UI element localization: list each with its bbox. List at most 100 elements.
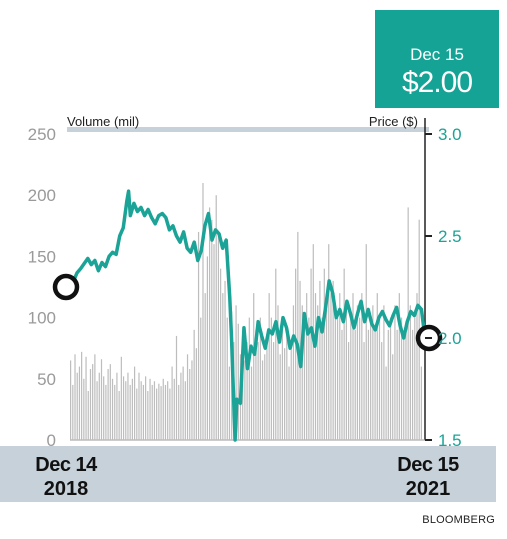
volume-bar [292, 305, 295, 440]
volume-bar [319, 280, 321, 440]
volume-bar [246, 342, 248, 440]
volume-bar [330, 293, 332, 440]
x-end-label-line1: Dec 15 [397, 454, 459, 476]
volume-bar [266, 335, 268, 440]
volume-bar [336, 317, 339, 440]
volume-bar [228, 366, 231, 440]
volume-bar [70, 360, 72, 440]
volume-bar [85, 356, 87, 440]
volume-bar [208, 207, 211, 440]
volume-bar [365, 244, 367, 440]
volume-bar [325, 305, 328, 440]
volume-bar [281, 317, 284, 440]
volume-bar [72, 384, 74, 440]
volume-bar [403, 335, 405, 440]
volume-bar [160, 386, 162, 440]
volume-bar [347, 342, 350, 440]
volume-bar [308, 317, 310, 440]
latest-price-callout: Dec 15 $2.00 [375, 10, 499, 108]
price-axis-label: Price ($) [369, 114, 418, 129]
volume-bar [237, 323, 239, 440]
volume-bar [217, 231, 220, 440]
volume-bar [109, 364, 111, 440]
volume-bar [264, 354, 266, 440]
volume-bar [416, 293, 418, 440]
price-tick-2: 2.5 [438, 227, 462, 246]
volume-bar [420, 366, 422, 440]
volume-bar [197, 231, 200, 440]
volume-bar [204, 293, 206, 440]
volume-bar [195, 348, 197, 440]
volume-bar [116, 372, 118, 440]
volume-bar [295, 268, 297, 440]
volume-bar [191, 360, 193, 440]
volume-bar [178, 384, 180, 440]
volume-bar [211, 219, 213, 440]
volume-bar [76, 372, 78, 440]
volume-bar [164, 384, 167, 440]
volume-bar [374, 329, 376, 440]
volume-bar [350, 317, 352, 440]
volume-bar [87, 391, 89, 440]
volume-bar [89, 369, 92, 440]
volume-bar [272, 342, 275, 440]
price-tick-1: 2.0 [438, 329, 462, 348]
volume-bar [297, 231, 299, 440]
volume-bar [122, 376, 125, 440]
volume-bar [145, 376, 147, 440]
volume-bar [370, 317, 372, 440]
date-band [0, 446, 496, 502]
volume-tick-labels: 0 50 100 150 200 250 [28, 125, 56, 450]
volume-bar [213, 244, 215, 440]
volume-bar [149, 378, 151, 440]
volume-bar [202, 182, 204, 440]
volume-bar [81, 351, 83, 440]
volume-bar [268, 293, 270, 440]
volume-bar [125, 381, 127, 440]
volume-bar [356, 305, 359, 440]
callout-price: $2.00 [401, 66, 473, 99]
volume-tick-2: 100 [28, 309, 56, 328]
volume-bar [253, 293, 255, 440]
volume-bar [242, 372, 244, 440]
volume-bar [98, 372, 100, 440]
volume-bar [224, 280, 226, 440]
volume-bar [270, 317, 272, 440]
volume-bar [182, 366, 184, 440]
volume-bar [215, 195, 217, 440]
price-tick-0: 1.5 [438, 431, 462, 450]
volume-bar [180, 372, 182, 440]
volume-bar [367, 329, 370, 440]
volume-bar [389, 317, 392, 440]
volume-bar [275, 268, 277, 440]
volume-bar [138, 372, 140, 440]
volume-bar [376, 293, 378, 440]
volume-bar [378, 317, 381, 440]
volume-bar [387, 329, 389, 440]
x-start-label-line1: Dec 14 [35, 454, 98, 476]
volume-bar [409, 305, 411, 440]
volume-bar [400, 317, 403, 440]
volume-bar [392, 354, 394, 440]
volume-bar [363, 342, 365, 440]
callout-date: Dec 15 [410, 45, 464, 64]
x-end-label-line2: 2021 [406, 478, 451, 500]
volume-bar [394, 305, 396, 440]
volume-bar [167, 381, 169, 440]
source-credit: BLOOMBERG [422, 514, 495, 526]
volume-bar [381, 342, 383, 440]
volume-bar [131, 378, 133, 440]
volume-bar [162, 378, 164, 440]
x-start-label-line2: 2018 [44, 478, 89, 500]
volume-bar [405, 323, 407, 440]
volume-bar [114, 384, 116, 440]
volume-bar [261, 360, 264, 440]
volume-bar [332, 280, 334, 440]
volume-bar [343, 268, 345, 440]
volume-bar [359, 317, 361, 440]
volume-bar [352, 293, 354, 440]
volume-bar [175, 335, 178, 440]
volume-bar [136, 388, 138, 440]
volume-bar [127, 372, 129, 440]
volume-bar [303, 329, 306, 440]
